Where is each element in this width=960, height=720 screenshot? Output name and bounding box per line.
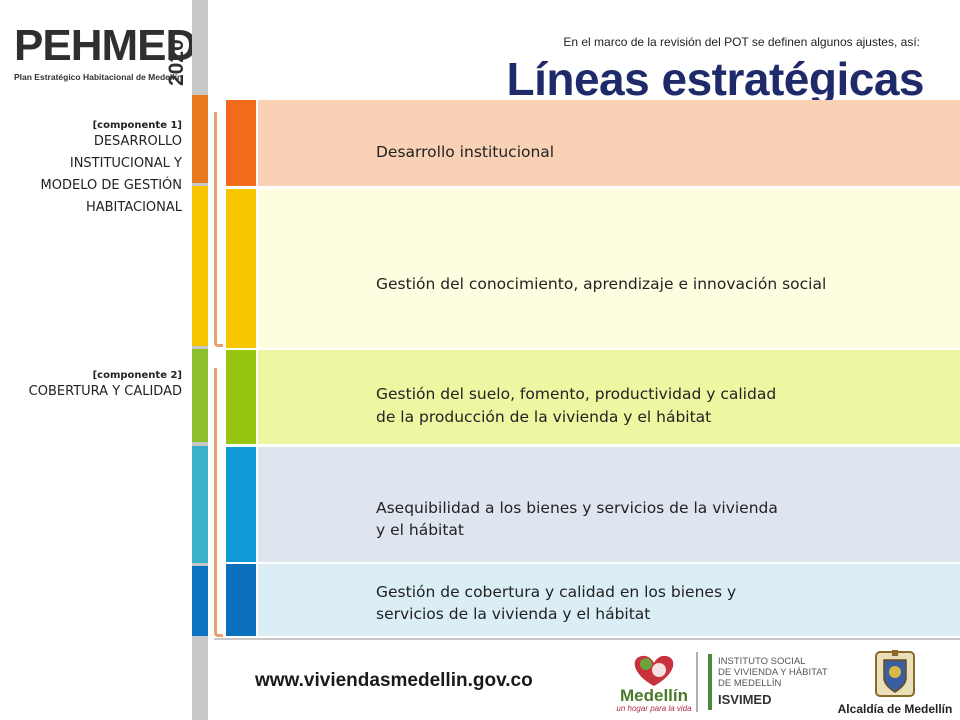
isvimed-line: DE MEDELLÍN xyxy=(718,678,782,689)
segment-yellow xyxy=(192,186,208,346)
line-accent-2 xyxy=(226,189,256,348)
segment-blue xyxy=(192,566,208,636)
isvimed-line: DE VIVIENDA Y HÁBITAT xyxy=(718,667,828,678)
bottom-divider xyxy=(214,638,960,640)
pehmed-logo: PEHMED 2020 Plan Estratégico Habitaciona… xyxy=(10,22,197,92)
website-link[interactable]: www.viviendasmedellin.gov.co xyxy=(255,670,533,691)
line-label: Asequibilidad a los bienes y servicios d… xyxy=(376,499,778,517)
line-label: y el hábitat xyxy=(376,521,464,539)
segment-green xyxy=(192,349,208,442)
isvimed-logo: INSTITUTO SOCIAL DE VIVIENDA Y HÁBITAT D… xyxy=(708,654,828,714)
component-line: COBERTURA Y CALIDAD xyxy=(28,384,182,399)
component-2-label: [componente 2] COBERTURA Y CALIDAD xyxy=(0,370,182,403)
strategic-line-5: Gestión de cobertura y calidad en los bi… xyxy=(258,564,960,636)
logo-word: PEHMED xyxy=(14,21,197,70)
line-label: Desarrollo institucional xyxy=(376,143,555,161)
isvimed-line: INSTITUTO SOCIAL xyxy=(718,656,806,667)
coat-of-arms-icon xyxy=(875,650,915,697)
logo-divider xyxy=(696,652,698,712)
isvimed-bar xyxy=(708,654,712,710)
page-title: Líneas estratégicas xyxy=(506,53,924,105)
line-accent-3 xyxy=(226,350,256,444)
component-line: HABITACIONAL xyxy=(85,200,182,215)
component-1-label: [componente 1] DESARROLLO INSTITUCIONAL … xyxy=(0,120,182,219)
strategic-line-4: Asequibilidad a los bienes y servicios d… xyxy=(258,447,960,562)
line-accent-5 xyxy=(226,564,256,636)
component-line: MODELO DE GESTIÓN xyxy=(40,178,182,193)
strategic-line-1: Desarrollo institucional xyxy=(258,100,960,186)
component-tag: [componente 2] xyxy=(92,370,182,381)
alcaldia-logo: Alcaldía de Medellín xyxy=(832,648,958,718)
segment-cyan xyxy=(192,446,208,563)
header-subtitle: En el marco de la revisión del POT se de… xyxy=(563,35,920,49)
line-label: Gestión del suelo, fomento, productivida… xyxy=(376,385,777,403)
bracket-component-1 xyxy=(214,112,223,347)
medellin-logo: Medellín un hogar para la vida xyxy=(612,650,696,716)
logo-subtitle: Plan Estratégico Habitacional de Medellí… xyxy=(14,72,183,82)
component-line: DESARROLLO xyxy=(93,134,182,149)
medellin-word: Medellín xyxy=(619,686,688,705)
line-accent-1 xyxy=(226,100,256,186)
component-tag: [componente 1] xyxy=(92,120,182,131)
strategic-line-3: Gestión del suelo, fomento, productivida… xyxy=(258,350,960,444)
segment-orange xyxy=(192,95,208,183)
bracket-component-2 xyxy=(214,368,223,637)
component-line: INSTITUCIONAL Y xyxy=(69,156,182,171)
medellin-slogan: un hogar para la vida xyxy=(616,704,692,713)
strategic-line-2: Gestión del conocimiento, aprendizaje e … xyxy=(258,189,960,348)
line-label: Gestión del conocimiento, aprendizaje e … xyxy=(376,275,827,293)
line-label: servicios de la vivienda y el hábitat xyxy=(376,605,651,623)
isvimed-name: ISVIMED xyxy=(718,692,772,707)
line-label: de la producción de la vivienda y el háb… xyxy=(376,408,712,426)
alcaldia-name: Alcaldía de Medellín xyxy=(837,702,953,716)
line-label: Gestión de cobertura y calidad en los bi… xyxy=(376,583,737,601)
medellin-heart-icon xyxy=(634,655,674,686)
line-accent-4 xyxy=(226,447,256,562)
